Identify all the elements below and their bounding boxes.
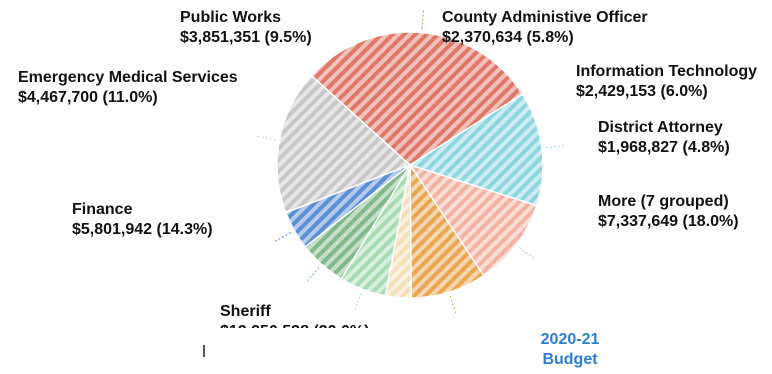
slice-finance-label-value: $5,801,942 (14.3%) <box>72 221 213 238</box>
chart-caption: 2020-21 Budget <box>520 330 620 370</box>
slice-emergency-medical-services-hatch <box>410 165 537 276</box>
slice-emergency-medical-services-label: Emergency Medical Services $4,467,700 (11… <box>18 68 238 108</box>
slice-district-attorney-leader <box>274 231 291 242</box>
slice-district-attorney-label-name: District Attorney <box>598 119 723 136</box>
slice-emergency-medical-services-label-value: $4,467,700 (11.0%) <box>18 89 158 106</box>
slice-information-technology-hatch <box>305 165 410 279</box>
slice-information-technology-label-value: $2,429,153 (6.0%) <box>576 83 708 100</box>
slice-emergency-medical-services-label-name: Emergency Medical Services <box>18 69 238 86</box>
slice-county-administive-officer-hatch <box>341 165 410 296</box>
slice-county-administive-officer-label: County Administive Officer $2,370,634 (5.… <box>442 8 648 48</box>
slice-county-administive-officer-label-value: $2,370,634 (5.8%) <box>442 29 574 46</box>
slice-county-administive-officer-leader <box>354 292 362 310</box>
slice-public-works-label: Public Works $3,851,351 (9.5%) <box>180 8 312 48</box>
slice-district-attorney-hatch <box>285 165 410 247</box>
slice-public-works-label-name: Public Works <box>180 9 282 26</box>
slice-more-7-grouped-hatch <box>277 75 410 213</box>
slice-sheriff-hatch <box>311 31 523 165</box>
caption-line-2: Budget <box>542 351 598 368</box>
caption-line-1: 2020-21 <box>540 331 600 348</box>
slice-sheriff-leader <box>421 10 425 29</box>
slice-district-attorney-label-value: $1,968,827 (4.8%) <box>598 139 730 156</box>
slice-public-works-leader <box>449 295 457 314</box>
slice-more-7-grouped-label-name: More (7 grouped) <box>598 193 729 210</box>
slice-finance-label-name: Finance <box>72 201 133 218</box>
slice-information-technology-label: Information Technology $2,429,153 (6.0%) <box>576 62 757 102</box>
slice-more-7-grouped-label-value: $7,337,649 (18.0%) <box>598 213 739 230</box>
text-cursor <box>203 345 205 357</box>
slice-sheriff-label-name: Sheriff <box>220 303 271 320</box>
label-mask <box>200 328 420 348</box>
slice-county-administive-officer-label-name: County Administive Officer <box>442 9 648 26</box>
slice-public-works-hatch <box>410 165 484 298</box>
slice-more-7-grouped-label: More (7 grouped) $7,337,649 (18.0%) <box>598 192 739 232</box>
slice-district-attorney-label: District Attorney $1,968,827 (4.8%) <box>598 118 730 158</box>
slice-more-7-grouped-leader <box>257 135 276 141</box>
slice-emergency-medical-services-leader <box>519 247 535 259</box>
slice-public-works-label-value: $3,851,351 (9.5%) <box>180 29 312 46</box>
slice-finance-hatch <box>410 94 543 206</box>
slice-information-technology-label-name: Information Technology <box>576 63 758 80</box>
slice-finance-label: Finance $5,801,942 (14.3%) <box>72 200 213 240</box>
slice-information-technology-leader <box>306 267 320 282</box>
slice-finance-leader <box>545 145 564 149</box>
